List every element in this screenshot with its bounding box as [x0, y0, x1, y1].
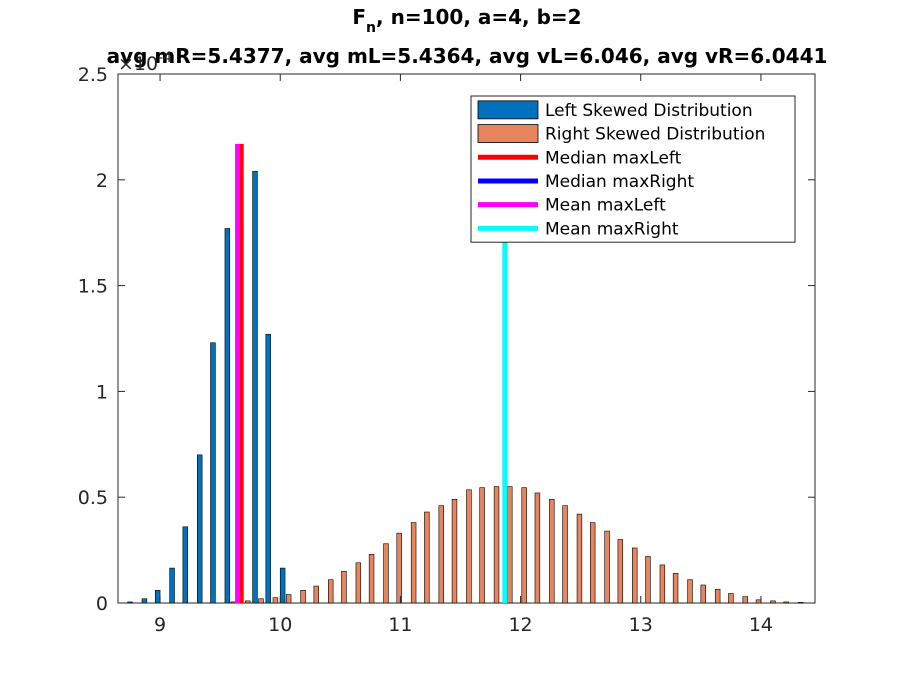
chart-title: Fn, n=100, a=4, b=2: [352, 5, 581, 36]
right-skewed-bar: [521, 487, 527, 604]
right-skewed-bar: [728, 593, 734, 604]
legend-label: Left Skewed Distribution: [545, 101, 753, 121]
legend-box: [470, 95, 796, 243]
legend-swatch: [477, 100, 539, 120]
right-skewed-bar: [797, 602, 804, 604]
left-skewed-bar: [141, 598, 148, 604]
plot-area: 9 10 11 12 13 14 0 0.5 1 1.5 2 2.5 Left Skewed Distr…: [78, 64, 816, 636]
y-tick-label: 2.5: [78, 64, 108, 86]
right-skewed-bar: [770, 600, 776, 604]
legend-label: Median maxLeft: [545, 148, 682, 168]
right-skewed-bar: [230, 601, 237, 604]
left-skewed-bar: [197, 454, 203, 604]
y-tick-label: 1.5: [78, 276, 108, 298]
right-skewed-bar: [328, 579, 334, 604]
legend: Left Skewed Distribution Right Skewed Dis…: [470, 95, 796, 243]
right-skewed-bar: [783, 601, 789, 604]
left-skewed-bar: [279, 567, 286, 604]
left-skewed-bar: [127, 601, 133, 604]
right-skewed-bar: [742, 596, 749, 604]
left-skewed-bar: [210, 342, 216, 604]
right-skewed-bar: [507, 486, 513, 604]
right-skewed-bar: [659, 564, 666, 604]
y-axis-exponent: ×10-4: [118, 50, 172, 75]
right-skewed-bar: [355, 562, 362, 604]
legend-label: Right Skewed Distribution: [545, 125, 765, 145]
x-tick-label: 12: [508, 614, 532, 636]
left-skewed-bar: [252, 171, 258, 604]
y-tick-label: 2: [96, 170, 108, 192]
x-tick-label: 14: [749, 614, 773, 636]
right-skewed-bar: [313, 585, 319, 604]
left-skewed-bar: [265, 333, 271, 604]
legend-swatch: [477, 124, 539, 143]
right-skewed-bar: [549, 499, 555, 604]
right-skewed-bar: [700, 584, 706, 604]
right-skewed-bar: [632, 547, 638, 604]
chart-subtitle: avg mR=5.4377, avg mL=5.4364, avg vL=6.0…: [107, 44, 828, 68]
y-tick-label: 0.5: [78, 487, 108, 509]
x-tick-label: 10: [268, 614, 292, 636]
right-skewed-bar: [687, 579, 693, 604]
right-skewed-bar: [534, 492, 541, 604]
left-skewed-bar: [154, 590, 161, 604]
x-tick-label: 9: [154, 614, 166, 636]
right-skewed-bar: [396, 532, 402, 604]
right-skewed-bar: [714, 588, 721, 604]
left-skewed-bar: [182, 526, 188, 604]
right-skewed-bar: [645, 556, 651, 604]
legend-label: Median maxRight: [545, 172, 694, 192]
x-tick-label: 13: [629, 614, 653, 636]
right-skewed-bar: [589, 522, 596, 604]
right-skewed-bar: [410, 522, 417, 604]
right-skewed-bar: [466, 489, 472, 604]
right-skewed-bar: [285, 594, 292, 604]
right-skewed-bar: [368, 554, 375, 604]
legend-label: Mean maxLeft: [545, 196, 666, 216]
right-skewed-bar: [272, 597, 279, 604]
x-tick-label: 11: [388, 614, 412, 636]
right-skewed-bar: [479, 487, 485, 604]
right-skewed-bar: [341, 570, 347, 604]
legend-label: Mean maxRight: [545, 219, 679, 239]
right-skewed-bar: [562, 505, 568, 604]
right-skewed-bar: [300, 590, 306, 604]
y-tick-label: 1: [96, 381, 108, 403]
right-skewed-bar: [451, 499, 458, 604]
left-skewed-bar: [224, 228, 231, 604]
right-skewed-bar: [576, 513, 583, 604]
y-tick-label: 0: [96, 593, 108, 615]
right-skewed-bar: [424, 511, 430, 604]
left-skewed-bar: [169, 567, 175, 604]
right-skewed-bar: [383, 543, 389, 604]
right-skewed-bar: [617, 539, 624, 604]
right-skewed-bar: [245, 600, 251, 604]
right-skewed-bar: [672, 573, 679, 604]
right-skewed-bar: [493, 486, 500, 604]
right-skewed-bar: [755, 599, 762, 604]
right-skewed-bar: [604, 530, 610, 604]
right-skewed-bar: [258, 598, 264, 604]
right-skewed-bar: [438, 505, 444, 604]
